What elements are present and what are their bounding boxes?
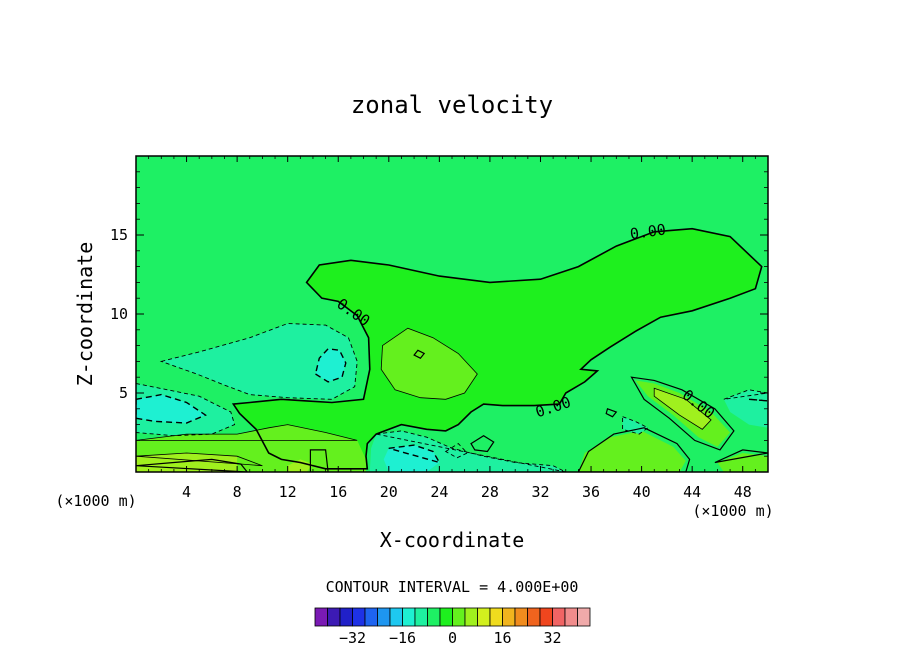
colorbar-swatch	[389, 607, 403, 627]
x-tick-label: 8	[233, 483, 242, 501]
contour-line-negative	[444, 443, 468, 459]
contour-line-solid	[470, 434, 495, 453]
y-tick-label: 5	[119, 384, 128, 402]
contour-line-thin	[136, 424, 358, 441]
negative-left-region	[161, 323, 358, 400]
colorbar-tick-label: 32	[543, 629, 561, 647]
x-tick-label: 16	[329, 483, 347, 501]
contour-line-negative	[723, 389, 768, 400]
x-tick-label: 44	[683, 483, 701, 501]
colorbar-swatch	[439, 607, 453, 627]
svg-text:0.00: 0.00	[629, 220, 667, 243]
colorbar-swatch	[377, 607, 391, 627]
colorbar-swatch	[502, 607, 516, 627]
x-tick-label: 24	[430, 483, 448, 501]
positive-bottom-right-region	[578, 430, 686, 472]
x-tick-label: 32	[531, 483, 549, 501]
colorbar-swatch	[577, 607, 591, 627]
x-axis-label: X-coordinate	[380, 528, 525, 552]
strong-negative-region	[315, 348, 346, 382]
colorbar-tick-label: 0	[448, 629, 457, 647]
contour-lines	[136, 227, 768, 472]
positive-small-region	[287, 459, 313, 472]
contour-line-thin	[136, 452, 263, 467]
colorbar-swatch	[364, 607, 378, 627]
colorbar-tick-label: −16	[389, 629, 416, 647]
strong-positive-right-region	[654, 388, 712, 430]
colorbar-swatch	[552, 607, 566, 627]
colorbar-swatch	[477, 607, 491, 627]
x-tick-label: 40	[633, 483, 651, 501]
x-tick-label: 48	[734, 483, 752, 501]
contour-line-solid	[605, 408, 618, 418]
filled-contours	[136, 228, 768, 472]
colorbar-tick-label: −32	[339, 629, 366, 647]
x-tick-label: 4	[182, 483, 191, 501]
x-tick-label: 36	[582, 483, 600, 501]
contour-line-solid	[413, 349, 426, 359]
colorbar-swatch	[427, 607, 441, 627]
x-tick-label: 28	[481, 483, 499, 501]
y-tick-label: 10	[110, 305, 128, 323]
colorbar-swatch	[564, 607, 578, 627]
contour-line-solid	[714, 449, 768, 464]
chart-title: zonal velocity	[351, 91, 553, 119]
colorbar-swatch	[464, 607, 478, 627]
contour-label: 0.00	[629, 220, 667, 243]
y-tick-label: 15	[110, 226, 128, 244]
contour-line-solid	[136, 458, 248, 472]
strong-negative-edge-region	[136, 394, 206, 423]
colorbar-swatch	[339, 607, 353, 627]
colorbar-swatch	[539, 607, 553, 627]
contour-line-strong-negative	[388, 444, 441, 464]
contour-line-negative	[136, 383, 236, 437]
contour-line-thin	[653, 387, 712, 430]
contour-line-thin	[380, 327, 478, 400]
positive-right-corner-region	[717, 453, 768, 472]
colorbar-swatch	[327, 607, 341, 627]
x-unit-label-left: (×1000 m)	[55, 492, 136, 510]
x-axis: 4 8 12 16 20 24 28 32 36 40 44 48	[148, 156, 756, 501]
y-axis: 5 10 15	[110, 171, 768, 457]
contour-interval-text: CONTOUR INTERVAL = 4.000E+00	[326, 578, 579, 596]
contour-line-strong-negative	[136, 393, 207, 424]
x-tick-label: 20	[380, 483, 398, 501]
colorbar-swatch	[527, 607, 541, 627]
colorbar-swatch	[489, 607, 503, 627]
plot-area	[136, 156, 768, 472]
contour-line-negative	[159, 323, 358, 400]
colorbar-swatch	[402, 607, 416, 627]
colorbar-swatch	[452, 607, 466, 627]
contour-line-strong-negative	[314, 348, 347, 383]
contour-line-solid	[577, 427, 691, 472]
contour-line-solid	[630, 376, 735, 451]
contour-line-solid	[309, 449, 329, 472]
x-tick-label: 12	[279, 483, 297, 501]
contour-line-strong-negative	[748, 398, 768, 402]
positive-center-region	[381, 328, 478, 400]
contour-line-negative	[376, 430, 566, 472]
colorbar-ticks: −32 −16 0 16 32	[339, 629, 562, 647]
colorbar-swatch	[514, 607, 528, 627]
negative-small-right-region	[622, 416, 648, 435]
colorbar-tick-label: 16	[493, 629, 511, 647]
x-unit-label-right: (×1000 m)	[692, 502, 773, 520]
y-axis-label: Z-coordinate	[73, 242, 97, 387]
colorbar-swatch	[414, 607, 428, 627]
colorbar	[314, 607, 591, 627]
colorbar-swatch	[314, 607, 328, 627]
strong-negative-bottom-region	[383, 445, 440, 472]
colorbar-swatch	[352, 607, 366, 627]
contour-line-solid	[231, 227, 763, 470]
contour-line-negative	[622, 416, 649, 435]
zero-band-region	[233, 228, 762, 469]
